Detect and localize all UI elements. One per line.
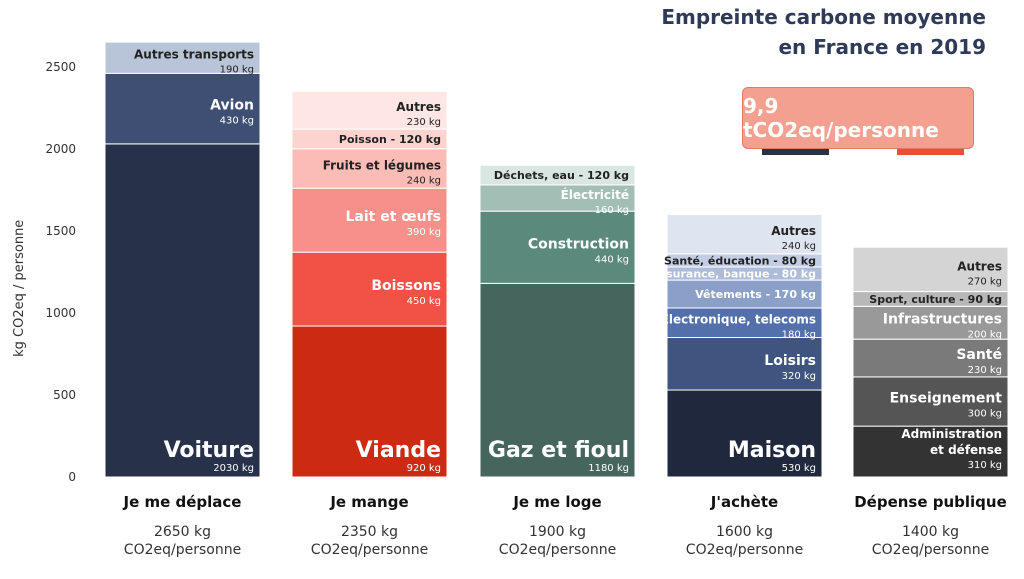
bar-segment <box>479 184 636 212</box>
category-label: Dépense publique <box>854 493 1007 511</box>
french-flag-stripe <box>762 149 964 155</box>
segment-value: 270 kg <box>968 276 1002 287</box>
category-label: Je me déplace <box>123 493 242 511</box>
segment-value: 180 kg <box>782 330 816 341</box>
category-total: 2350 kg <box>341 524 398 540</box>
segment-value: 160 kg <box>595 205 629 216</box>
segment-label: Fruits et légumes <box>323 158 441 172</box>
bar-segment <box>291 325 448 478</box>
category-total: 1900 kg <box>529 524 586 540</box>
segment-label: Voiture <box>164 438 254 463</box>
category-label: Je mange <box>329 493 408 511</box>
bar-segment <box>852 338 1009 378</box>
segment-label: Autres transports <box>134 48 254 62</box>
segment-value: 230 kg <box>407 117 441 128</box>
segment-value: 230 kg <box>968 365 1002 376</box>
segment-label: et défense <box>930 443 1002 457</box>
segment-label: Infrastructures <box>883 312 1002 328</box>
segment-label: Vêtements - 170 kg <box>695 288 816 301</box>
bar-segment <box>291 90 448 130</box>
bar-segment <box>291 148 448 189</box>
bar-segment <box>291 187 448 253</box>
category-label: J'achète <box>710 493 778 511</box>
segment-value: 2030 kg <box>213 463 254 474</box>
segment-value: 1180 kg <box>588 463 629 474</box>
segment-value: 920 kg <box>407 463 441 474</box>
chart-title: Empreinte carbone moyenne en France en 2… <box>661 2 986 62</box>
category-label: Je me loge <box>512 493 601 511</box>
segment-label: Maison <box>728 438 816 463</box>
segment-label: Viande <box>356 438 441 463</box>
segment-label: Santé, éducation - 80 kg <box>664 254 816 267</box>
segment-value: 300 kg <box>968 409 1002 420</box>
y-tick-label: 0 <box>68 470 76 484</box>
category-unit: CO2eq/personne <box>311 542 428 558</box>
segment-label: Santé <box>956 347 1002 363</box>
y-axis-label: kg CO2eq / personne <box>12 220 27 357</box>
segment-label: Déchets, eau - 120 kg <box>494 169 629 182</box>
segment-label: Électronique, telecoms <box>661 312 816 327</box>
total-badge: 9,9 tCO2eq/personne <box>742 87 974 155</box>
segment-label: Assurance, banque - 80 kg <box>651 268 816 281</box>
segment-label: Lait et œufs <box>345 209 441 225</box>
bar-segment <box>291 251 448 327</box>
segment-label: Poisson - 120 kg <box>339 133 441 146</box>
bar-segment <box>479 210 636 284</box>
segment-value: 320 kg <box>782 371 816 382</box>
y-tick-label: 500 <box>53 388 76 402</box>
segment-label: Gaz et fioul <box>488 438 629 463</box>
bar-segment <box>852 425 1009 478</box>
category-unit: CO2eq/personne <box>499 542 616 558</box>
segment-value: 240 kg <box>407 175 441 186</box>
bar-segment <box>666 337 823 391</box>
y-tick-label: 1500 <box>45 224 76 238</box>
segment-value: 440 kg <box>595 254 629 265</box>
bar-segment <box>104 41 261 74</box>
segment-value: 430 kg <box>220 116 254 127</box>
chart-title-line1: Empreinte carbone moyenne <box>661 5 986 29</box>
segment-label: Autres <box>957 259 1002 273</box>
y-tick-label: 1000 <box>45 306 76 320</box>
category-total: 2650 kg <box>154 524 211 540</box>
segment-label: Boissons <box>371 278 441 294</box>
segment-label: Enseignement <box>890 391 1003 407</box>
category-total: 1600 kg <box>716 524 773 540</box>
segment-label: Sport, culture - 90 kg <box>869 293 1002 306</box>
category-total: 1400 kg <box>902 524 959 540</box>
segment-label: Autres <box>771 224 816 238</box>
segment-value: 190 kg <box>220 65 254 76</box>
category-unit: CO2eq/personne <box>124 542 241 558</box>
segment-value: 310 kg <box>968 460 1002 471</box>
segment-label: Loisirs <box>764 353 816 369</box>
chart-title-line2: en France en 2019 <box>778 35 986 59</box>
bar-segment <box>666 307 823 339</box>
bar-segment <box>479 164 636 186</box>
bar-segment <box>852 305 1009 340</box>
y-tick-label: 2000 <box>45 142 76 156</box>
segment-value: 390 kg <box>407 227 441 238</box>
segment-value: 450 kg <box>407 296 441 307</box>
segment-label: Avion <box>210 98 254 114</box>
segment-label: Autres <box>396 100 441 114</box>
bar-segment <box>852 246 1009 293</box>
bar-segment <box>666 389 823 478</box>
segment-value: 530 kg <box>782 463 816 474</box>
segment-label: Électricité <box>561 187 629 202</box>
bar-segment <box>852 376 1009 427</box>
y-tick-label: 2500 <box>45 60 76 74</box>
segment-label: Administration <box>901 427 1002 441</box>
segment-value: 200 kg <box>968 330 1002 341</box>
bar-segment <box>479 282 636 478</box>
category-unit: CO2eq/personne <box>872 542 989 558</box>
segment-label: Construction <box>528 236 629 252</box>
bar-segment <box>104 143 261 478</box>
total-badge-label: 9,9 tCO2eq/personne <box>742 87 974 149</box>
category-unit: CO2eq/personne <box>686 542 803 558</box>
segment-value: 240 kg <box>782 241 816 252</box>
bar-segment <box>666 213 823 255</box>
